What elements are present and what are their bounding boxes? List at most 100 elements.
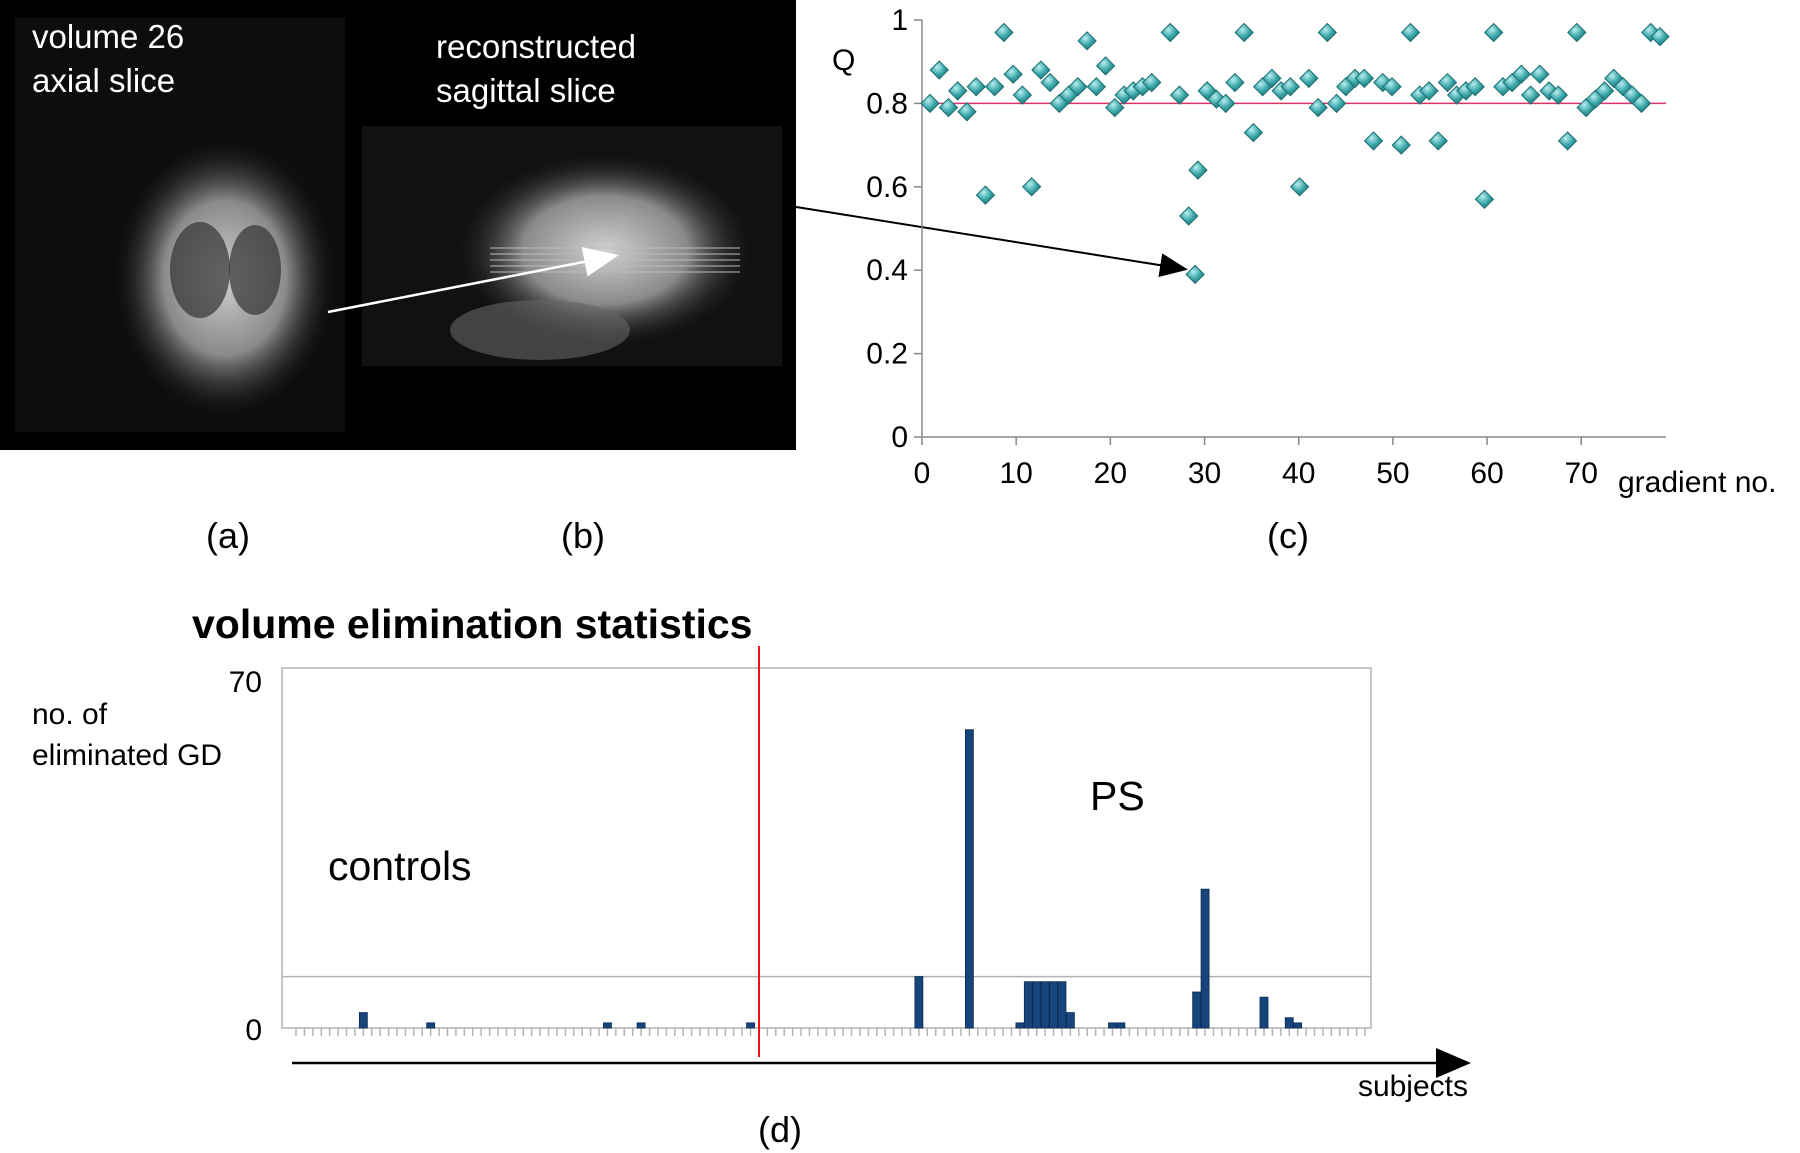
q-data-point xyxy=(1021,177,1042,197)
elimination-bar xyxy=(914,976,924,1029)
elimination-bar xyxy=(1192,991,1202,1029)
elimination-bar xyxy=(1259,996,1269,1029)
axial-ventricle-left xyxy=(170,222,230,318)
q-ytick-label: 0.8 xyxy=(866,87,908,120)
q-xtick-label: 60 xyxy=(1470,457,1503,490)
q-data-point xyxy=(1530,64,1550,84)
q-data-point xyxy=(1003,64,1023,84)
q-data-point xyxy=(1095,56,1116,76)
q-data-point xyxy=(1215,93,1236,114)
q-data-point xyxy=(1326,93,1347,114)
q-xtick-label: 10 xyxy=(999,457,1032,490)
q-data-point xyxy=(1613,77,1633,97)
q-ytick-label: 0.6 xyxy=(866,171,908,204)
q-data-point xyxy=(1188,160,1208,180)
elimination-bar xyxy=(1023,981,1033,1029)
elimination-bar xyxy=(1065,1012,1075,1029)
q-data-point xyxy=(1185,264,1205,285)
q-data-point xyxy=(1105,97,1125,118)
q-data-point xyxy=(1234,22,1254,43)
q-data-point xyxy=(1289,177,1310,197)
bar-ylabel-line1: no. of xyxy=(32,698,108,731)
q-data-point xyxy=(1363,131,1384,151)
q-ytick-label: 0 xyxy=(891,421,908,454)
q-scatter-chart: 00.20.40.60.810 10 20 30 40 50 60 70 Q gradient… xyxy=(832,4,1776,499)
elimination-bar xyxy=(1049,981,1058,1029)
q-data-point xyxy=(957,102,977,122)
panel-a-label-line2: axial slice xyxy=(32,62,175,99)
q-ytick-label: 0.4 xyxy=(866,254,908,287)
sagittal-to-outlier-arrow xyxy=(789,205,1188,278)
q-data-point xyxy=(1206,89,1227,109)
axial-to-sagittal-arrow xyxy=(327,247,619,314)
q-ytick-label: 0.2 xyxy=(866,338,908,371)
q-xtick-label: 50 xyxy=(1376,457,1409,490)
elimination-bar xyxy=(1284,1017,1294,1029)
q-data-point xyxy=(920,93,940,114)
bar-ytick-label: 0 xyxy=(245,1014,262,1047)
panel-b-label-line1: reconstructed xyxy=(436,28,636,65)
q-data-point xyxy=(1567,22,1587,43)
elimination-bar xyxy=(1200,888,1210,1029)
panel-b-caption: (b) xyxy=(561,515,605,556)
panel-b-label-line2: sagittal slice xyxy=(436,72,616,109)
q-data-point xyxy=(984,77,1005,97)
q-data-point xyxy=(1511,64,1532,84)
q-data-point xyxy=(1419,81,1439,101)
panel-a-label-line1: volume 26 xyxy=(32,18,184,55)
elimination-bar xyxy=(964,729,974,1029)
mri-image-panel: volume 26 axial slice reconstructed sagi… xyxy=(0,0,796,450)
q-data-point xyxy=(1169,85,1190,105)
bar-ytick-label: 70 xyxy=(229,666,262,699)
q-data-point xyxy=(1031,60,1051,80)
q-xtick-label: 40 xyxy=(1282,457,1315,490)
q-data-point xyxy=(1548,85,1569,105)
q-data-point xyxy=(1040,72,1060,93)
q-data-point xyxy=(1086,77,1107,97)
q-data-point xyxy=(1354,68,1375,89)
q-data-point xyxy=(1465,77,1485,97)
q-data-point xyxy=(1474,189,1495,210)
q-data-point xyxy=(938,97,959,118)
q-data-point xyxy=(1622,85,1642,105)
q-data-point xyxy=(1520,85,1541,105)
elimination-bar xyxy=(1108,1022,1117,1029)
elimination-bar-chart: volume elimination statistics no. of eli… xyxy=(32,601,1471,1103)
q-data-point xyxy=(1225,72,1245,93)
q-data-point xyxy=(1280,77,1301,97)
bar-chart-title: volume elimination statistics xyxy=(192,601,753,647)
q-data-point xyxy=(1400,22,1421,43)
q-data-point xyxy=(1160,22,1180,43)
q-axis-label: Q xyxy=(832,44,855,77)
elimination-bar xyxy=(1116,1022,1126,1029)
q-data-point xyxy=(1604,68,1624,89)
elimination-bar xyxy=(1015,1022,1025,1029)
elimination-bar xyxy=(603,1022,612,1029)
q-data-point xyxy=(1142,72,1162,93)
elimination-bar xyxy=(1040,981,1050,1029)
ps-group-label: PS xyxy=(1090,773,1145,819)
q-xtick-label: 30 xyxy=(1188,457,1221,490)
q-data-point xyxy=(1650,26,1670,47)
q-data-point xyxy=(1641,22,1661,43)
elimination-bar xyxy=(1032,981,1042,1029)
q-data-point xyxy=(1179,206,1199,226)
subjects-axis-label: subjects xyxy=(1358,1070,1468,1103)
sagittal-brainstem xyxy=(450,300,630,360)
elimination-bar xyxy=(426,1022,436,1029)
q-data-point xyxy=(1437,72,1458,93)
q-data-point xyxy=(1382,77,1402,97)
q-data-point xyxy=(1483,22,1504,43)
q-data-point xyxy=(1308,97,1328,118)
q-data-point xyxy=(1594,81,1615,101)
q-ytick-label: 1 xyxy=(891,4,908,37)
controls-group-label: controls xyxy=(328,843,472,889)
q-data-point xyxy=(1391,135,1411,155)
panel-a-caption: (a) xyxy=(206,515,250,556)
q-data-point xyxy=(948,81,968,101)
q-xtick-label: 0 xyxy=(914,457,931,490)
q-data-point xyxy=(1262,68,1282,89)
elimination-bar xyxy=(358,1012,368,1029)
q-data-point xyxy=(966,77,986,97)
